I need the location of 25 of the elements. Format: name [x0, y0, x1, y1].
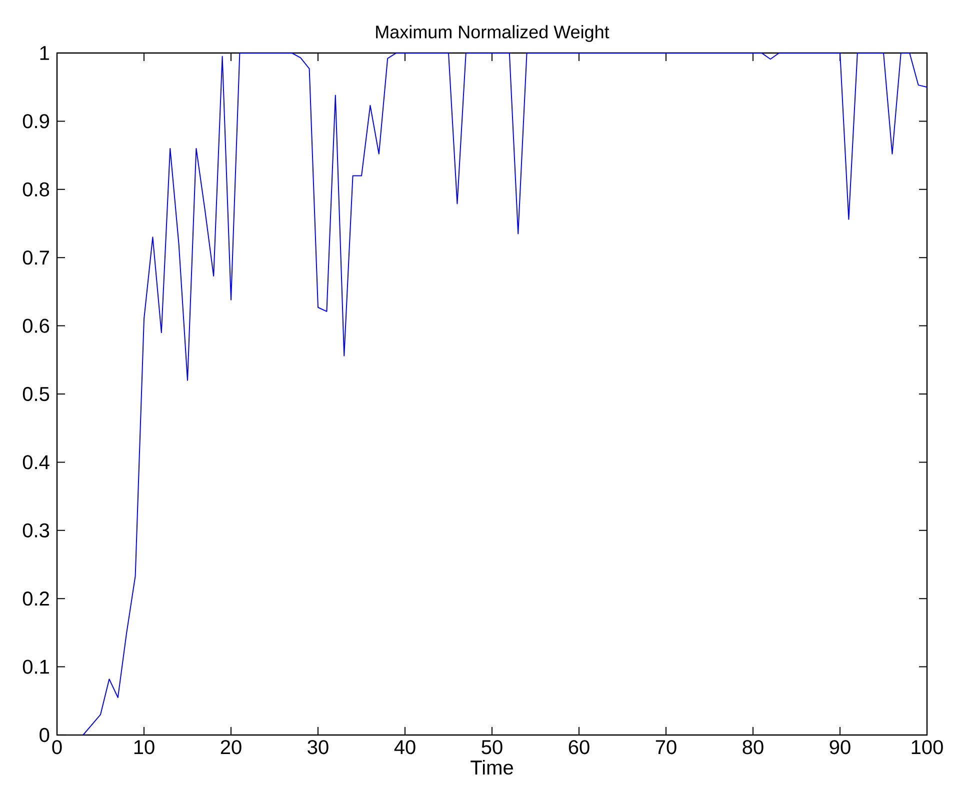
line-series [65, 53, 928, 735]
x-tick-label: 50 [482, 740, 502, 754]
x-tick-label: 10 [134, 740, 154, 754]
y-tick-label: 0.1 [22, 660, 49, 674]
x-tick-label: 30 [308, 740, 328, 754]
x-tick-label: 0 [52, 740, 62, 754]
y-tick-label: 0.2 [22, 592, 49, 606]
y-tick-label: 0.8 [22, 182, 50, 196]
x-tick-label: 40 [394, 740, 416, 754]
chart-title: Maximum Normalized Weight [376, 25, 610, 42]
x-tick-label: 100 [912, 740, 943, 754]
y-tick-label: 1 [40, 46, 49, 60]
y-tick-label: 0.5 [22, 386, 50, 402]
x-tick-label: 20 [220, 740, 242, 754]
y-tick-label: 0 [40, 728, 50, 742]
y-tick-label: 0.6 [22, 318, 50, 333]
x-tick-label: 70 [656, 740, 676, 754]
y-tick-label: 0.4 [22, 455, 50, 470]
y-tick-label: 0.7 [22, 250, 49, 265]
x-tick-label: 90 [830, 740, 850, 754]
y-tick-label: 0.3 [22, 523, 50, 538]
x-axis-title: Time [470, 760, 513, 775]
x-tick-label: 80 [742, 740, 764, 754]
x-tick-label: 60 [568, 740, 590, 754]
y-tick-label: 0.9 [22, 114, 50, 128]
